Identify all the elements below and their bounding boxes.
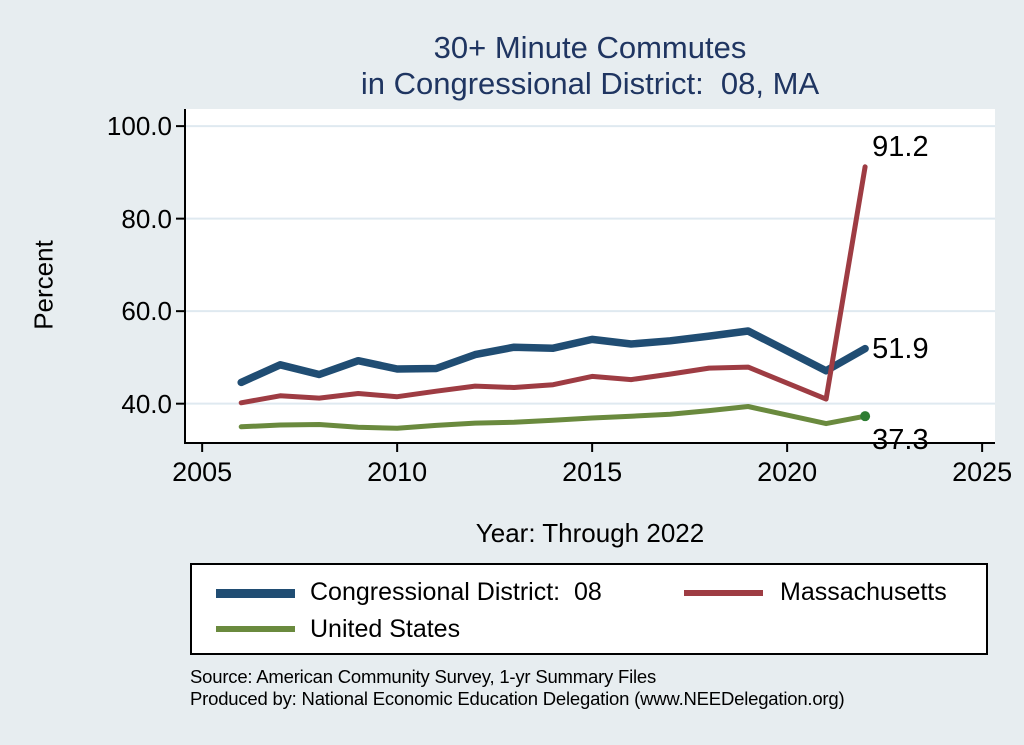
series-end-dot xyxy=(860,411,871,422)
x-tick-label: 2025 xyxy=(952,457,1013,487)
legend: Congressional District: 08 Massachusetts… xyxy=(190,563,988,655)
x-tick-label: 2010 xyxy=(367,457,428,487)
y-tick-label: 60.0 xyxy=(121,296,172,327)
series-line-0 xyxy=(237,327,869,387)
legend-swatch-district xyxy=(216,589,295,598)
y-tick-label: 40.0 xyxy=(121,388,172,419)
legend-label-united-states: United States xyxy=(310,615,461,643)
end-label-series-0: 51.9 xyxy=(872,332,929,365)
end-label-series-1: 91.2 xyxy=(872,130,929,163)
x-tick-label: 2020 xyxy=(757,457,818,487)
legend-label-massachusetts: Massachusetts xyxy=(780,578,947,606)
x-tick-label: 2015 xyxy=(562,457,623,487)
plot-area xyxy=(185,109,995,443)
legend-label-district: Congressional District: 08 xyxy=(310,578,602,606)
legend-swatch-united-states xyxy=(216,626,295,632)
source-text: Source: American Community Survey, 1-yr … xyxy=(190,666,657,687)
x-axis-title: Year: Through 2022 xyxy=(475,518,705,548)
chart-title-line2: in Congressional District: 08, MA xyxy=(360,66,820,101)
end-label-series-2: 37.3 xyxy=(872,424,929,457)
produced-by-text: Produced by: National Economic Education… xyxy=(190,688,845,709)
chart-title-line1: 30+ Minute Commutes xyxy=(433,30,747,65)
series-line-2 xyxy=(238,404,868,431)
series-line-1 xyxy=(238,164,868,406)
y-tick-label: 80.0 xyxy=(121,203,172,234)
legend-swatch-massachusetts xyxy=(684,590,763,596)
x-tick-label: 2005 xyxy=(172,457,233,487)
y-tick-label: 100.0 xyxy=(106,111,172,142)
